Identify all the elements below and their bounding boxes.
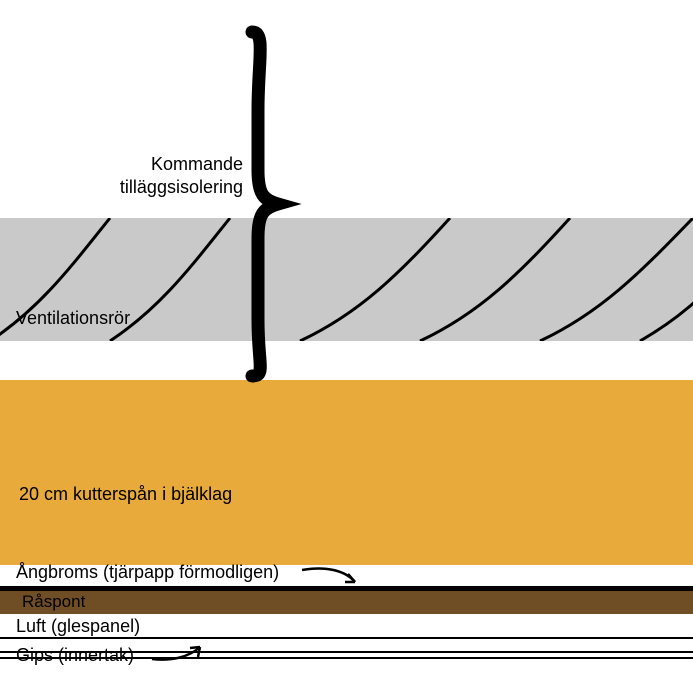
- angbroms-arrow-icon: [300, 560, 380, 590]
- raspont-label: Råspont: [22, 592, 85, 612]
- luft-label: Luft (glespanel): [16, 616, 140, 637]
- gips-arrow-icon: [150, 642, 220, 667]
- kommande-line2: tilläggsisolering: [120, 177, 243, 197]
- raspont-layer: [0, 591, 693, 614]
- angbroms-label: Ångbroms (tjärpapp förmodligen): [16, 562, 279, 583]
- kutterspan-layer: [0, 380, 693, 565]
- kutterspan-label: 20 cm kutterspån i bjälklag: [19, 484, 232, 505]
- gips-label: Gips (innertak): [16, 645, 134, 666]
- kommande-line1: Kommande: [151, 154, 243, 174]
- kommande-label: Kommande tilläggsisolering: [88, 153, 243, 198]
- ventilationsror-label: Ventilationsrör: [16, 308, 130, 329]
